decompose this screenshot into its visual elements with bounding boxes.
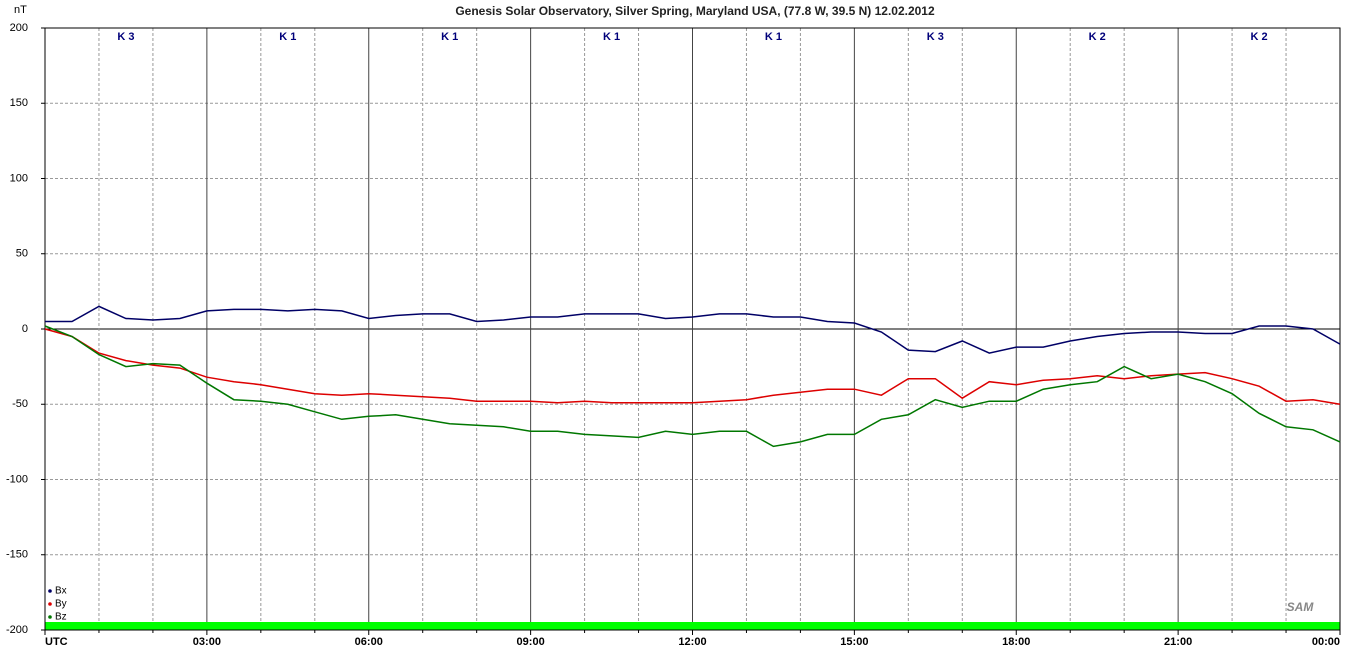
y-tick-label: -100 [6,473,28,485]
y-tick-label: 200 [10,22,28,34]
x-tick-label: 09:00 [517,636,545,648]
series-line [44,325,1341,448]
legend-label: Bx [55,586,67,597]
y-tick-label: 50 [16,248,28,260]
legend-label: Bz [55,612,67,623]
y-tick-label: 0 [22,323,28,335]
chart-title: Genesis Solar Observatory, Silver Spring… [455,4,935,18]
y-tick-label: -50 [12,398,28,410]
series-line [44,328,1341,406]
k-index-label: K 1 [603,31,620,43]
k-index-label: K 3 [117,31,134,43]
x-tick-label: 21:00 [1164,636,1192,648]
k-index-label: K 3 [927,31,944,43]
series-line [45,305,1341,354]
legend-marker [48,615,52,619]
x-tick-label: 00:00 [1312,636,1340,648]
k-index-label: K 1 [279,31,296,43]
k-index-label: K 1 [765,31,782,43]
k-index-label: K 2 [1251,31,1268,43]
y-tick-label: 150 [10,97,28,109]
y-tick-label: -150 [6,549,28,561]
legend-label: By [55,599,67,610]
x-tick-label: 15:00 [840,636,868,648]
y-tick-label: -200 [6,624,28,636]
y-tick-label: 100 [10,172,28,184]
logo: SAM [1287,600,1315,614]
x-tick-label: 18:00 [1002,636,1030,648]
legend-marker [48,589,52,593]
y-axis-label: nT [14,4,27,16]
x-tick-label: 06:00 [355,636,383,648]
status-bar [45,622,1340,630]
x-tick-label: 12:00 [678,636,706,648]
x-tick-label: 03:00 [193,636,221,648]
k-index-label: K 1 [441,31,458,43]
legend-marker [48,602,52,606]
x-tick-label: UTC [45,636,68,648]
k-index-label: K 2 [1089,31,1106,43]
